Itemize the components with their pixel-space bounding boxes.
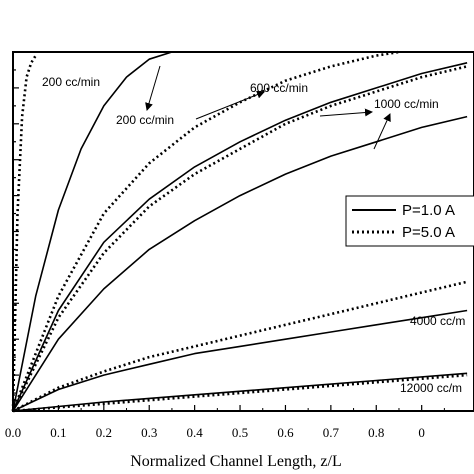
x-tick-label: 0.4 <box>187 425 204 440</box>
series-layer <box>11 50 468 413</box>
series-line-600-dotted <box>11 50 400 412</box>
x-tick-label: 0.3 <box>141 425 157 440</box>
arrow-600-a <box>195 90 265 120</box>
x-tick-label: 0.8 <box>368 425 384 440</box>
annotation-600: 600 cc/min <box>250 81 308 95</box>
series-line-200-dotted <box>11 54 37 412</box>
series-line-4000-solid <box>12 309 468 412</box>
series-line-600-solid <box>12 62 468 412</box>
annotation-200-arrow: 200 cc/min <box>116 113 174 127</box>
x-tick-label: 0 <box>418 425 425 440</box>
annotation-4000: 4000 cc/m <box>410 314 465 328</box>
legend: P=1.0 A P=5.0 A <box>345 195 474 247</box>
x-tick-label: 0.2 <box>96 425 112 440</box>
annotation-200-left: 200 cc/min <box>42 75 100 89</box>
series-line-12000-solid <box>12 372 468 412</box>
arrow-200 <box>145 65 161 111</box>
x-axis-title: Normalized Channel Length, z/L <box>130 453 341 470</box>
x-tick-label: 0.6 <box>277 425 294 440</box>
ticks-layer: 0.0 0.1 0.2 0.3 0.4 0.5 0.6 0.7 0.8 0 <box>5 51 445 440</box>
x-tick-label: 0.7 <box>323 425 340 440</box>
x-tick-label: 0.1 <box>50 425 66 440</box>
series-line-200-solid <box>12 51 173 412</box>
series-line-1000-solid <box>12 115 468 412</box>
series-line-4000-dotted <box>12 280 468 413</box>
arrow-1000-a <box>319 108 373 117</box>
legend-label-dotted: P=5.0 A <box>402 224 455 241</box>
arrow-1000-b <box>373 113 391 150</box>
legend-label-solid: P=1.0 A <box>402 202 455 219</box>
series-line-1000-dotted <box>11 65 468 412</box>
x-tick-label: 0.5 <box>232 425 248 440</box>
annotation-1000: 1000 cc/min <box>374 97 439 111</box>
annotation-12000: 12000 cc/m <box>400 381 462 395</box>
legend-box <box>345 195 474 247</box>
series-line-12000-dotted <box>12 373 468 413</box>
x-tick-label: 0.0 <box>5 425 21 440</box>
